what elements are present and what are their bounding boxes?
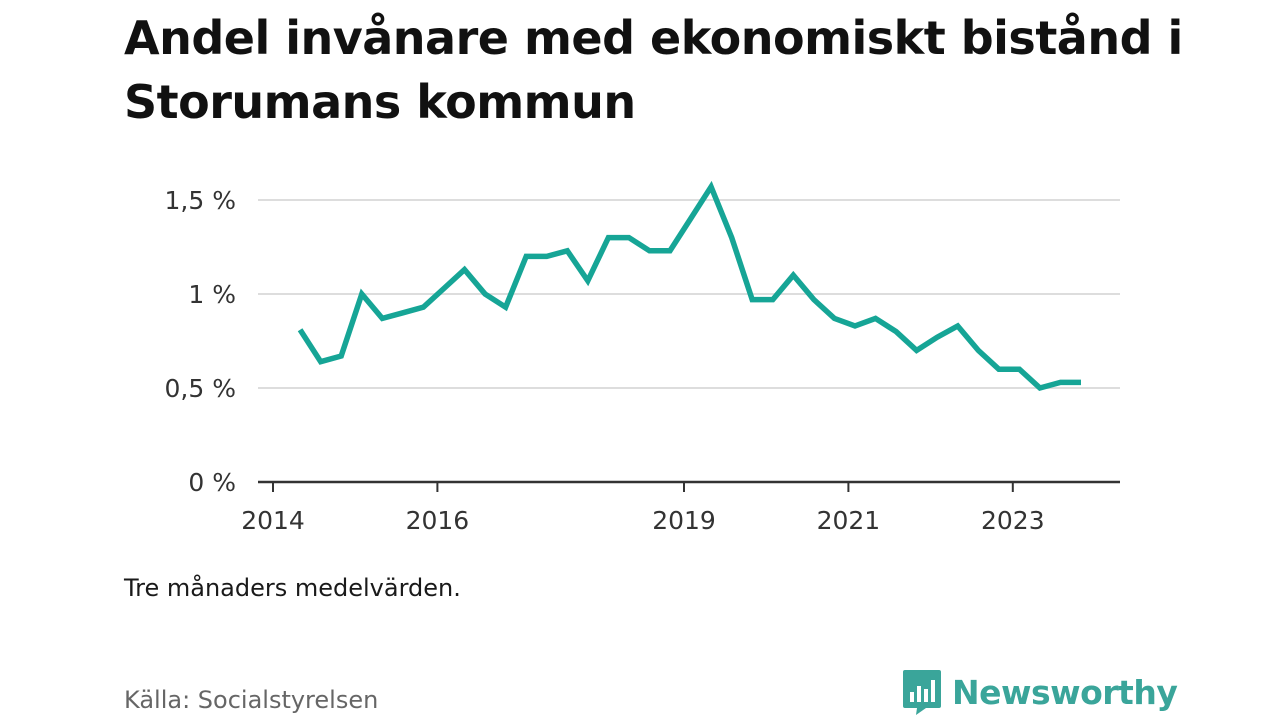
chart-note: Tre månaders medelvärden. bbox=[124, 574, 461, 602]
y-tick-label: 1,5 % bbox=[165, 186, 236, 215]
source-label: Källa: Socialstyrelsen bbox=[124, 686, 379, 714]
y-tick-label: 1 % bbox=[188, 280, 236, 309]
gridlines bbox=[258, 199, 1120, 389]
brand-name: Newsworthy bbox=[952, 672, 1178, 712]
chart-title: Andel invånare med ekonomiskt bistånd i … bbox=[124, 11, 1183, 129]
y-axis-labels: 0 % 0,5 % 1 % 1,5 % bbox=[165, 186, 236, 497]
brand-logo[interactable]: Newsworthy bbox=[902, 668, 1178, 716]
bar-chart-speech-bubble-icon bbox=[903, 670, 941, 715]
x-tick-label: 2023 bbox=[981, 506, 1045, 535]
line-chart: 0 % 0,5 % 1 % 1,5 % 2014 2016 2019 2021 2023 bbox=[165, 180, 1120, 535]
x-tick-label: 2016 bbox=[406, 506, 470, 535]
x-tick-label: 2014 bbox=[241, 506, 305, 535]
x-axis-ticks: 2014 2016 2019 2021 2023 bbox=[241, 482, 1045, 535]
y-tick-label: 0,5 % bbox=[165, 374, 236, 403]
y-tick-label: 0 % bbox=[188, 468, 236, 497]
x-tick-label: 2019 bbox=[652, 506, 716, 535]
series-line bbox=[297, 180, 1081, 392]
x-tick-label: 2021 bbox=[817, 506, 881, 535]
